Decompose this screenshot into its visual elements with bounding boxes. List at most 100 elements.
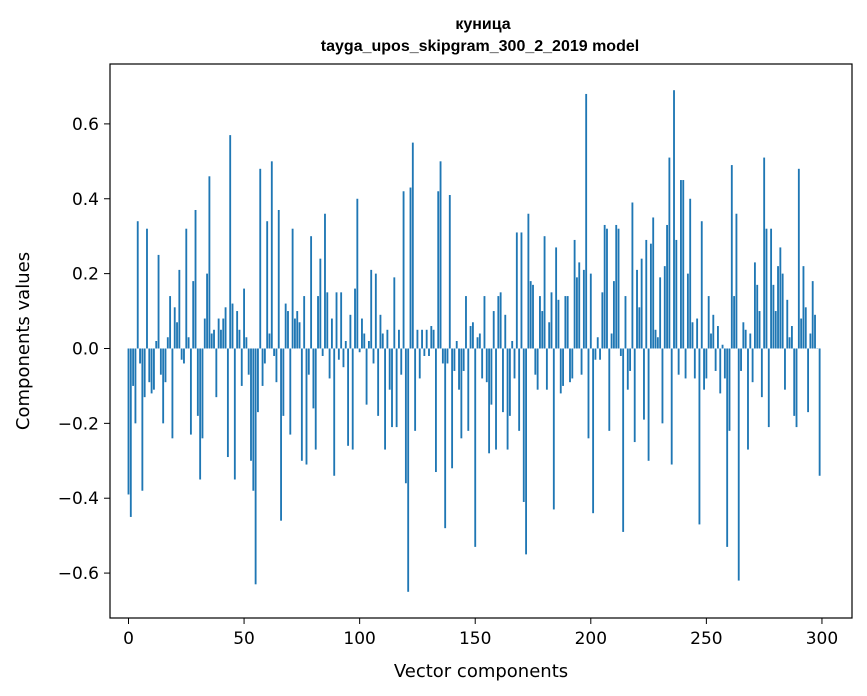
bar-150 (474, 348, 477, 547)
x-tick-label: 250 (690, 629, 722, 649)
bar-14 (159, 348, 162, 375)
bar-292 (802, 266, 805, 349)
bar-39 (217, 318, 220, 349)
bar-124 (414, 348, 417, 431)
bar-289 (795, 348, 798, 428)
bar-90 (335, 292, 338, 349)
bar-71 (291, 228, 294, 349)
bar-49 (240, 348, 243, 386)
bar-240 (682, 180, 685, 349)
bar-6 (141, 348, 144, 491)
bar-84 (321, 348, 324, 356)
bar-130 (428, 348, 430, 356)
bar-222 (640, 258, 643, 349)
bar-61 (268, 333, 271, 349)
bar-269 (749, 333, 752, 349)
bar-224 (645, 239, 648, 349)
bar-120 (404, 348, 407, 484)
bar-170 (520, 232, 523, 349)
bar-188 (562, 348, 564, 386)
bar-253 (712, 314, 715, 349)
bar-230 (659, 277, 662, 349)
bar-21 (176, 322, 178, 349)
bar-31 (199, 348, 202, 480)
bar-97 (351, 348, 354, 450)
bar-111 (384, 348, 386, 450)
bar-297 (814, 314, 816, 349)
bar-215 (624, 296, 627, 349)
bar-208 (608, 348, 611, 431)
bar-37 (213, 329, 215, 349)
bar-126 (418, 348, 421, 379)
bar-153 (481, 348, 484, 379)
bar-48 (238, 329, 241, 349)
y-tick-label: −0.4 (58, 489, 99, 509)
bar-46 (233, 348, 236, 480)
bar-200 (589, 273, 592, 349)
bar-132 (432, 329, 435, 349)
bar-262 (733, 296, 736, 349)
bar-254 (714, 348, 717, 371)
bar-117 (398, 329, 400, 349)
chart-title: куница (455, 16, 510, 33)
bar-135 (439, 161, 442, 349)
bar-72 (294, 318, 296, 349)
bar-109 (379, 314, 382, 349)
bar-65 (277, 209, 280, 349)
bar-136 (441, 348, 444, 364)
bar-113 (388, 348, 391, 390)
bar-201 (592, 348, 595, 514)
bar-272 (756, 284, 759, 349)
bar-144 (460, 348, 463, 439)
bar-33 (203, 318, 206, 349)
bar-34 (206, 273, 209, 349)
bar-55 (254, 348, 257, 585)
bar-53 (250, 348, 252, 461)
bar-161 (499, 292, 502, 349)
bar-85 (324, 213, 326, 349)
bar-280 (774, 311, 777, 349)
bar-145 (462, 348, 465, 371)
y-tick-label: 0.6 (72, 115, 99, 135)
bar-213 (619, 348, 622, 356)
bar-69 (287, 311, 289, 349)
bar-60 (266, 221, 269, 349)
bar-184 (552, 348, 555, 510)
bar-176 (534, 348, 537, 375)
bar-45 (231, 303, 234, 349)
bar-5 (139, 348, 141, 364)
bar-19 (171, 348, 174, 439)
bar-295 (809, 333, 812, 349)
bar-210 (612, 281, 615, 349)
bar-227 (652, 217, 655, 349)
bar-246 (696, 318, 699, 349)
bar-244 (691, 322, 694, 349)
bar-195 (578, 262, 581, 349)
bar-228 (654, 329, 657, 349)
bar-38 (215, 348, 218, 398)
bar-112 (386, 329, 389, 349)
bar-209 (610, 333, 613, 349)
bar-258 (723, 348, 726, 379)
bar-87 (328, 348, 331, 379)
bar-23 (180, 348, 183, 360)
bar-241 (684, 348, 687, 379)
bar-30 (196, 348, 199, 416)
bar-88 (330, 318, 333, 349)
bar-70 (289, 348, 292, 435)
bar-226 (649, 243, 652, 349)
bar-50 (243, 288, 245, 349)
bar-231 (661, 348, 664, 424)
bar-259 (726, 348, 729, 547)
bar-155 (485, 348, 488, 383)
bar-282 (779, 247, 782, 349)
bar-25 (185, 228, 188, 349)
bar-127 (421, 329, 423, 349)
bar-283 (781, 273, 784, 349)
bar-191 (569, 348, 571, 383)
bar-101 (361, 318, 363, 349)
bar-242 (686, 273, 689, 349)
bar-114 (391, 348, 393, 428)
bar-265 (740, 348, 742, 371)
